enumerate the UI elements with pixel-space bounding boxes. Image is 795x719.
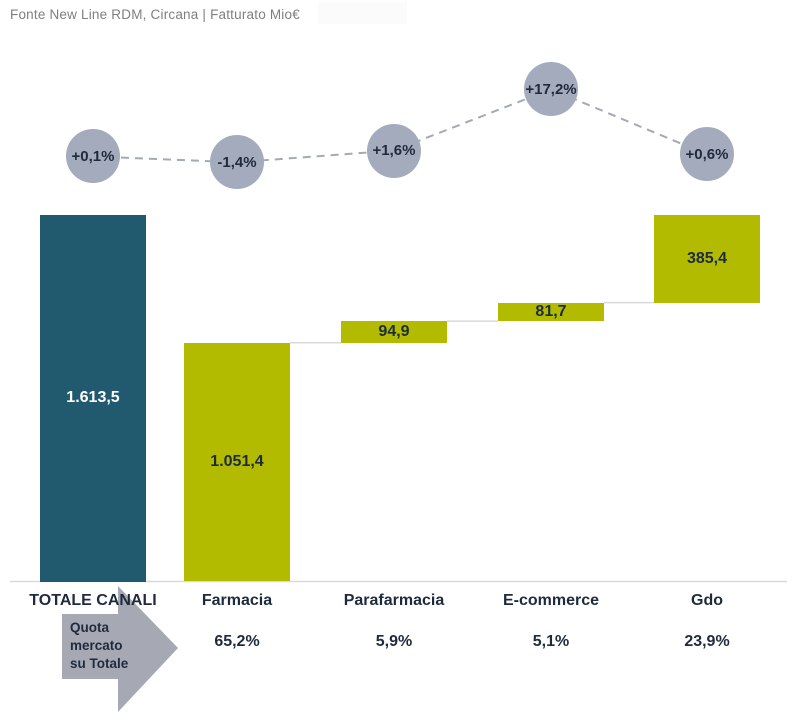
trend-bubble-totale-canali: +0,1% [66, 129, 120, 184]
category-label-farmacia: Farmacia [201, 592, 273, 609]
trend-bubble-label: +0,6% [685, 145, 729, 163]
category-label-totale-canali: TOTALE CANALI [29, 592, 157, 609]
bar-value-label: 1.051,4 [210, 453, 264, 471]
bar-totale-canali: 1.613,5 [40, 215, 146, 582]
share-label-farmacia: 65,2% [214, 633, 260, 650]
trend-bubble-label: +17,2% [525, 80, 577, 98]
share-label-gdo: 23,9% [684, 633, 730, 650]
category-label-gdo: Gdo [691, 592, 723, 609]
bar-parafarmacia: 94,9 [341, 321, 447, 343]
trend-bubble-farmacia: -1,4% [210, 135, 264, 190]
bar-value-label: 385,4 [686, 249, 728, 267]
quota-arrow-shape [62, 586, 178, 712]
bar-value-label: 94,9 [378, 322, 410, 340]
header-highlight-box [318, 2, 407, 24]
bar-gdo: 385,4 [654, 215, 760, 303]
bar-value-label: 1.613,5 [66, 389, 120, 407]
share-label-e-commerce: 5,1% [532, 633, 570, 650]
trend-bubble-label: +0,1% [71, 147, 115, 165]
trend-bubble-gdo: +0,6% [680, 127, 734, 182]
trend-bubble-label: +1,6% [372, 142, 416, 159]
category-label-parafarmacia: Parafarmacia [343, 592, 445, 609]
bar-farmacia: 1.051,4 [184, 342, 290, 582]
trend-bubble-label: -1,4% [217, 153, 257, 171]
category-label-e-commerce: E-commerce [502, 592, 600, 609]
trend-bubble-parafarmacia: +1,6% [367, 123, 421, 178]
waterfall-connectors [290, 301, 654, 344]
bar-value-label: 81,7 [535, 302, 567, 320]
source-note: Fonte New Line RDM, Circana | Fatturato … [10, 7, 300, 22]
bar-e-commerce: 81,7 [498, 302, 604, 322]
trend-bubble-e-commerce: +17,2% [524, 62, 578, 117]
quota-arrow-label: Quota mercato su Totale [70, 620, 129, 671]
share-label-parafarmacia: 5,9% [375, 633, 413, 650]
